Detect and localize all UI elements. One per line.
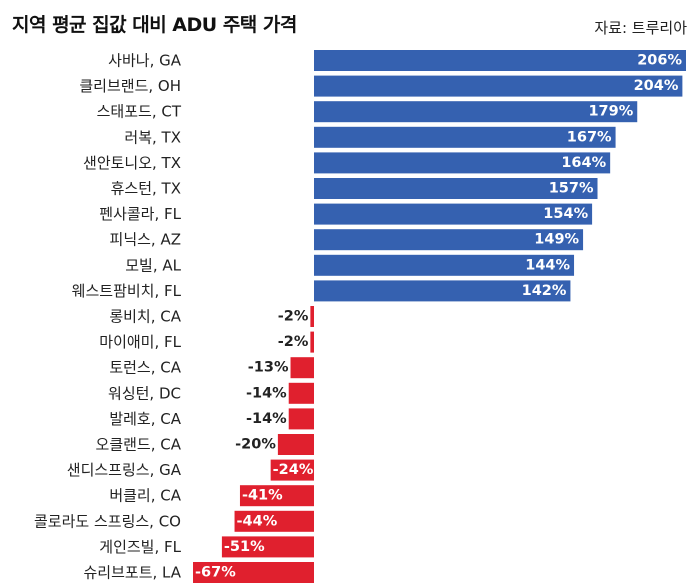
category-label: 롱비치, CA — [109, 308, 181, 326]
value-label: 206% — [637, 53, 682, 69]
source-note: 자료: 트루리아 — [594, 19, 687, 37]
value-label: -67% — [195, 565, 236, 581]
category-label: 워싱턴, DC — [108, 384, 181, 402]
bar — [310, 331, 314, 353]
value-label: 154% — [543, 206, 588, 222]
value-label: 167% — [567, 129, 612, 145]
category-label: 피닉스, AZ — [110, 231, 181, 249]
category-label: 게인즈빌, FL — [99, 538, 181, 556]
category-label: 샌디스프링스, GA — [67, 461, 182, 479]
bar — [314, 50, 686, 71]
category-label: 웨스트팜비치, FL — [72, 282, 182, 300]
bar — [314, 126, 616, 148]
category-label: 마이애미, FL — [99, 333, 181, 351]
category-label: 버클리, CA — [109, 487, 181, 505]
bar — [193, 562, 314, 583]
value-label: -41% — [242, 488, 283, 504]
bar — [290, 357, 314, 379]
category-label: 슈리브포트, LA — [84, 564, 182, 582]
category-label: 러복, TX — [124, 128, 181, 146]
value-label: 179% — [588, 104, 633, 120]
category-label: 사바나, GA — [108, 52, 182, 70]
bar — [314, 254, 575, 276]
bar — [221, 536, 314, 558]
bar — [310, 306, 314, 327]
bar — [314, 203, 593, 225]
bar — [314, 152, 611, 174]
category-label: 콜로라도 스프링스, CO — [34, 512, 181, 530]
bar — [239, 485, 314, 507]
category-label: 발레호, CA — [109, 410, 181, 428]
category-label: 클리브랜드, OH — [79, 77, 181, 95]
category-label: 휴스턴, TX — [111, 180, 181, 198]
value-label: -51% — [224, 539, 265, 555]
bar — [314, 178, 598, 199]
category-label: 토런스, CA — [109, 359, 181, 377]
value-label: 144% — [525, 257, 570, 273]
value-label: -2% — [278, 334, 309, 350]
value-label: -20% — [235, 437, 276, 453]
value-label: 149% — [534, 232, 579, 248]
category-label: 오클랜드, CA — [96, 436, 182, 454]
value-label: 142% — [522, 283, 567, 299]
category-label: 샌안토니오, TX — [83, 154, 181, 172]
value-label: -44% — [237, 513, 278, 529]
category-label: 펜사콜라, FL — [99, 205, 181, 223]
chart-title: 지역 평균 집값 대비 ADU 주택 가격 — [12, 14, 297, 36]
bar — [314, 75, 683, 97]
bar — [288, 408, 314, 430]
value-label: -2% — [278, 309, 309, 325]
value-label: 204% — [634, 78, 679, 94]
value-label: -14% — [246, 411, 287, 427]
bar — [314, 101, 638, 123]
bar — [288, 382, 314, 404]
value-label: -14% — [246, 385, 287, 401]
bar — [234, 510, 314, 532]
bar — [314, 280, 571, 302]
value-label: 157% — [549, 181, 594, 197]
bar — [270, 459, 314, 481]
bar — [314, 229, 584, 251]
value-label: -13% — [248, 360, 289, 376]
value-label: 164% — [561, 155, 606, 171]
bar — [277, 434, 314, 455]
category-label: 스태포드, CT — [97, 103, 182, 121]
category-label: 모빌, AL — [125, 256, 181, 274]
value-label: -24% — [273, 462, 314, 478]
